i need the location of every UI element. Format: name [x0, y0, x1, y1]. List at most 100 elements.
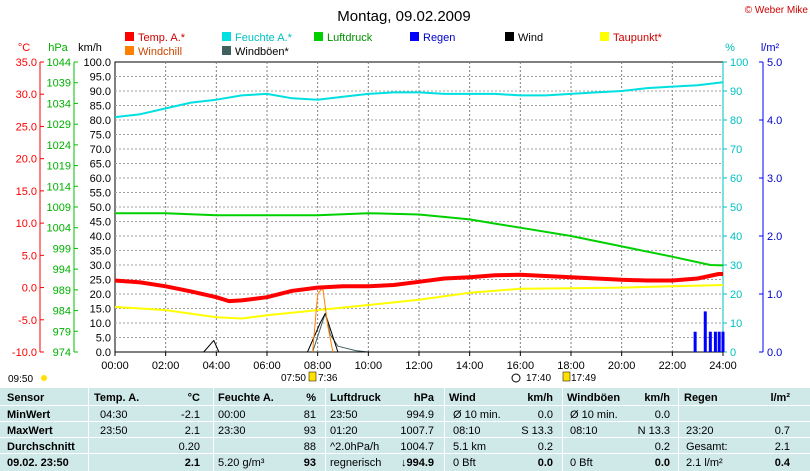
x-tick-label: 00:00 — [101, 360, 129, 372]
temp-tick-label: 25.0 — [16, 121, 37, 133]
temp-tick-label: 15.0 — [16, 186, 37, 198]
legend-swatch — [314, 32, 323, 41]
table-divider — [213, 388, 214, 471]
legend-swatch — [410, 32, 419, 41]
sun-start-icon — [41, 375, 47, 381]
press-tick-label: 1029 — [47, 119, 71, 131]
table-cell: 08:10 — [453, 425, 481, 437]
legend-swatch — [600, 32, 609, 41]
x-tick-label: 10:00 — [355, 360, 383, 372]
table-cell: 5.1 km — [453, 441, 487, 453]
table-cell: 0.0 — [654, 409, 670, 421]
sunset-icon — [562, 371, 571, 382]
sunrise-icon — [308, 371, 317, 382]
table-header: °C — [187, 392, 200, 404]
table-cell: 5.20 g/m³ — [218, 457, 265, 469]
press-tick-label: 1034 — [47, 98, 71, 110]
press-tick-label: 999 — [53, 243, 71, 255]
table-header: Wind — [449, 392, 476, 404]
sunset-label: 17:40 — [526, 373, 551, 384]
table-row-divider — [0, 405, 810, 406]
hum-tick-label: 50 — [730, 202, 742, 214]
table-cell: 2.1 — [184, 457, 200, 469]
table-cell: 0 Bft — [570, 457, 593, 469]
table-header: Sensor — [7, 392, 45, 404]
table-cell: ^2.0hPa/h — [330, 441, 380, 453]
wind-tick-label: 20.0 — [90, 289, 111, 301]
weather-chart: Montag, 09.02.2009 © Weber Mike Temp. A.… — [8, 5, 809, 385]
hum-tick-label: 40 — [730, 231, 742, 243]
legend-swatch — [222, 46, 231, 55]
wind-tick-label: 0.0 — [96, 347, 111, 359]
table-header: km/h — [644, 392, 670, 404]
table-cell: 23:50 — [330, 409, 358, 421]
table-cell: 04:30 — [100, 409, 128, 421]
table-cell: Ø 10 min. — [570, 409, 618, 421]
wind-tick-label: 75.0 — [90, 130, 111, 142]
table-header: Luftdruck — [330, 392, 381, 404]
temp-tick-label: 20.0 — [16, 154, 37, 166]
rain-bar — [721, 331, 725, 352]
temp-unit-label: °C — [18, 42, 30, 54]
wind-tick-label: 50.0 — [90, 202, 111, 214]
table-row-divider — [0, 453, 810, 454]
hum-tick-label: 60 — [730, 173, 742, 185]
series-layer — [114, 81, 725, 353]
table-cell: -2.1 — [181, 409, 200, 421]
table-cell: Ø 10 min. — [453, 409, 501, 421]
wind-tick-label: 25.0 — [90, 275, 111, 287]
grid — [115, 62, 723, 352]
hum-tick-label: 70 — [730, 144, 742, 156]
wind-tick-label: 45.0 — [90, 217, 111, 229]
row-label: MinWert — [7, 409, 51, 421]
press-tick-label: 1004 — [47, 223, 71, 235]
wind-tick-label: 10.0 — [90, 318, 111, 330]
table-header: % — [306, 392, 316, 404]
table-cell: 2.1 — [774, 441, 790, 453]
hum-unit-label: % — [725, 42, 735, 54]
rain-unit-label: l/m² — [761, 42, 780, 54]
table-cell: 81 — [303, 409, 316, 421]
temp-tick-label: 5.0 — [22, 250, 37, 262]
hum-tick-label: 80 — [730, 115, 742, 127]
series-line-luftdruck — [115, 212, 724, 267]
row-label: MaxWert — [7, 425, 53, 437]
press-tick-label: 1044 — [47, 57, 71, 69]
press-tick-label: 989 — [53, 285, 71, 297]
credit-text: © Weber Mike — [745, 5, 809, 16]
sun-start-label: 09:50 — [8, 374, 33, 385]
rain-tick-label: 5.0 — [767, 57, 782, 69]
wind-tick-label: 65.0 — [90, 159, 111, 171]
table-cell: 0.2 — [654, 441, 670, 453]
table-cell: N 13.3 — [637, 425, 670, 437]
table-cell: 93 — [303, 457, 316, 469]
wind-tick-label: 95.0 — [90, 72, 111, 84]
rain-tick-label: 4.0 — [767, 115, 782, 127]
temp-tick-label: -10.0 — [12, 347, 37, 359]
temp-tick-label: -5.0 — [18, 315, 37, 327]
row-label: Durchschnitt — [7, 441, 75, 453]
table-cell: 2.1 — [184, 425, 200, 437]
table-cell: 0.7 — [774, 425, 790, 437]
table-cell: S 13.3 — [521, 425, 553, 437]
hum-tick-label: 0 — [730, 347, 736, 359]
x-tick-label: 24:00 — [709, 360, 737, 372]
press-tick-label: 974 — [53, 347, 71, 359]
table-cell: 2.1 l/m² — [686, 457, 723, 469]
table-cell: regnerisch — [330, 457, 382, 469]
temp-tick-label: 30.0 — [16, 89, 37, 101]
x-tick-label: 02:00 — [152, 360, 180, 372]
table-divider — [562, 388, 563, 471]
row-label: 09.02. 23:50 — [7, 457, 69, 469]
legend-label: Luftdruck — [327, 32, 373, 44]
table-cell: 0.20 — [178, 441, 200, 453]
series-line-tempa — [114, 272, 723, 304]
wind-tick-label: 15.0 — [90, 304, 111, 316]
sunset2-label: 17:49 — [571, 373, 596, 384]
temp-tick-label: 10.0 — [16, 218, 37, 230]
hum-tick-label: 20 — [730, 289, 742, 301]
table-cell: 0.0 — [537, 457, 553, 469]
table-cell: 0 Bft — [453, 457, 476, 469]
wind-tick-label: 5.0 — [96, 333, 111, 345]
hum-tick-label: 90 — [730, 86, 742, 98]
